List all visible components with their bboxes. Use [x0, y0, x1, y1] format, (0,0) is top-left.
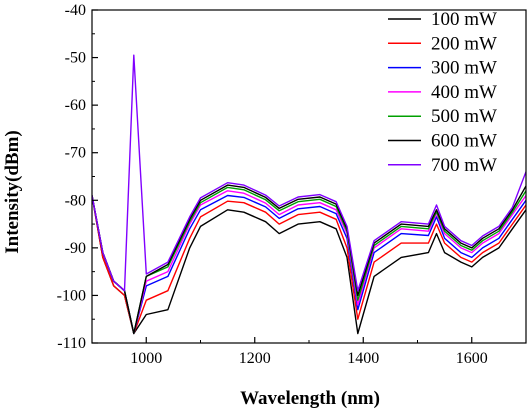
y-tick-label: -100: [57, 287, 86, 304]
y-axis-title: Intensity(dBm): [2, 130, 23, 254]
legend-label: 400 mW: [431, 82, 497, 103]
legend: 100 mW 200 mW 300 mW 400 mW 500 mW 600 mW 700 …: [388, 9, 497, 176]
axes-layer: 1000 1200 1400 1600 -110 -100 -90 -80 -70 -60 -50 -…: [57, 2, 527, 367]
legend-label: 300 mW: [431, 58, 497, 79]
y-tick-label: -50: [65, 50, 86, 67]
legend-label: 700 mW: [431, 155, 497, 176]
series-line-2: [92, 195, 526, 335]
x-tick-label: 1600: [456, 350, 488, 367]
x-tick-label: 1200: [239, 350, 271, 367]
series-line-6: [92, 184, 526, 335]
y-tick-label: -40: [65, 2, 86, 19]
y-tick-label: -110: [57, 335, 86, 352]
series-line-7: [92, 54, 526, 292]
y-tick-label: -70: [65, 145, 86, 162]
x-tick-label: 1400: [347, 350, 379, 367]
series-line-1: [92, 195, 526, 335]
y-tick-label: -60: [65, 97, 86, 114]
y-tick-label: -80: [65, 192, 86, 209]
legend-label: 200 mW: [431, 33, 497, 54]
series-line-3: [92, 194, 526, 335]
series-layer: [92, 54, 526, 335]
y-tick-label: -90: [65, 240, 86, 257]
legend-label: 500 mW: [431, 106, 497, 127]
x-tick-label: 1000: [130, 350, 162, 367]
legend-label: 600 mW: [431, 131, 497, 152]
x-axis-title: Wavelength (nm): [240, 388, 380, 409]
legend-label: 100 mW: [431, 9, 497, 30]
